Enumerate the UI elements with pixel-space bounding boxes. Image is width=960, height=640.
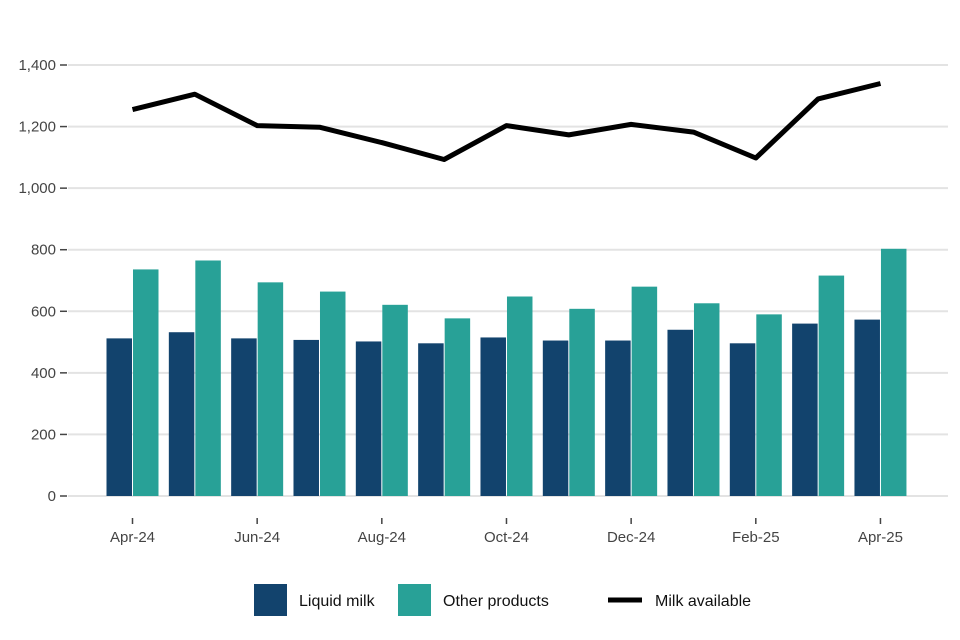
bar-liquid-milk-Jan-25 <box>667 329 693 496</box>
bar-other-products-May-24 <box>195 260 221 496</box>
bar-other-products-Aug-24 <box>382 304 408 496</box>
bar-other-products-Oct-24 <box>506 296 533 496</box>
x-tick-label-Aug-24: Aug-24 <box>358 529 406 546</box>
y-axis: 0 200 400 600 800 1,000 1,200 1,400 <box>18 57 67 505</box>
x-tick-label-Apr-24: Apr-24 <box>110 529 155 546</box>
y-tick-label-1000: 1,000 <box>18 180 56 197</box>
x-tick-label-Oct-24: Oct-24 <box>484 529 529 546</box>
y-tick-label-400: 400 <box>31 365 56 382</box>
y-tick-label-200: 200 <box>31 426 56 443</box>
y-tick-label-1200: 1,200 <box>18 119 56 136</box>
bar-other-products-Nov-24 <box>569 308 595 496</box>
bar-liquid-milk-Dec-24 <box>605 340 631 496</box>
bars <box>106 248 907 496</box>
x-axis: Apr-24 Jun-24 Aug-24 Oct-24 Dec-24 Feb-25 Apr-… <box>110 518 903 546</box>
bar-liquid-milk-Jun-24 <box>231 338 257 496</box>
bar-other-products-Jan-25 <box>693 303 720 496</box>
bar-other-products-Feb-25 <box>756 314 782 496</box>
bar-other-products-Apr-25 <box>880 248 907 496</box>
line-milk-available <box>131 81 882 162</box>
legend-label-liquid-milk: Liquid milk <box>299 593 376 610</box>
legend-swatch-other-products <box>398 584 431 616</box>
legend-label-milk-available: Milk available <box>655 593 751 610</box>
y-tick-label-0: 0 <box>48 488 56 505</box>
bar-other-products-Apr-24 <box>133 269 159 496</box>
bar-liquid-milk-Oct-24 <box>480 337 506 496</box>
x-tick-label-Apr-25: Apr-25 <box>858 529 903 546</box>
legend-label-other-products: Other products <box>443 593 549 610</box>
bar-liquid-milk-Apr-24 <box>106 338 132 496</box>
legend: Liquid milk Other products Milk availabl… <box>254 584 751 616</box>
x-tick-label-Feb-25: Feb-25 <box>732 529 780 546</box>
bar-liquid-milk-Apr-25 <box>854 319 880 496</box>
x-tick-label-Dec-24: Dec-24 <box>607 529 655 546</box>
bar-liquid-milk-Mar-25 <box>792 323 818 496</box>
y-tick-label-600: 600 <box>31 303 56 320</box>
x-tick-label-Jun-24: Jun-24 <box>234 529 280 546</box>
bar-liquid-milk-Jul-24 <box>293 339 319 496</box>
bar-liquid-milk-Sep-24 <box>418 343 444 496</box>
bar-other-products-Mar-25 <box>818 275 845 496</box>
bar-liquid-milk-Aug-24 <box>355 341 382 496</box>
bar-liquid-milk-Feb-25 <box>729 343 756 496</box>
y-tick-label-1400: 1,400 <box>18 57 56 74</box>
legend-swatch-liquid-milk <box>254 584 287 616</box>
bar-other-products-Jul-24 <box>319 291 346 496</box>
milk-available-line-group <box>131 81 882 162</box>
bar-other-products-Jun-24 <box>257 282 284 496</box>
bar-liquid-milk-Nov-24 <box>542 340 569 496</box>
bar-liquid-milk-May-24 <box>168 332 195 496</box>
y-tick-label-800: 800 <box>31 242 56 259</box>
bar-other-products-Dec-24 <box>631 286 658 496</box>
bar-other-products-Sep-24 <box>444 318 471 496</box>
